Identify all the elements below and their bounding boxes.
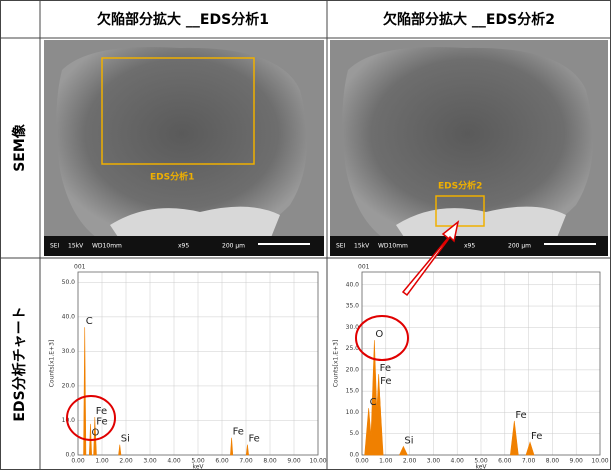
x-tick-label: 3.00: [143, 458, 157, 465]
y-axis-label: Counts[x1.E+3]: [49, 340, 56, 388]
peak: [119, 445, 121, 455]
x-tick-label: 9.00: [570, 458, 584, 465]
peak-label: Fe: [531, 431, 542, 442]
y-tick-label: 35.0: [346, 303, 360, 310]
sem-info: 200 μm: [222, 243, 245, 250]
peak-label: Fe: [380, 363, 391, 374]
peak-label: Fe: [515, 410, 526, 421]
x-tick-label: 7.00: [239, 458, 253, 465]
y-tick-label: 15.0: [346, 388, 360, 395]
y-tick-label: 10.0: [346, 409, 360, 416]
x-tick-label: 2.00: [119, 458, 133, 465]
sem-image: [44, 40, 324, 256]
peak: [84, 327, 86, 455]
row-header: SEM像: [11, 123, 28, 172]
column-header: 欠陥部分拡大 __EDS分析2: [383, 11, 555, 28]
x-tick-label: 4.00: [451, 458, 465, 465]
region-label: EDS分析1: [150, 171, 194, 183]
peak: [230, 438, 232, 455]
sem-info: WD10mm: [378, 243, 408, 250]
peak-label: O: [375, 329, 383, 340]
peak-label: Fe: [248, 434, 259, 445]
y-tick-label: 50.0: [62, 279, 76, 286]
y-tick-label: 40.0: [62, 313, 76, 320]
x-tick-label: 2.00: [403, 458, 417, 465]
row-header: EDS分析チャート: [11, 306, 28, 421]
x-tick-label: 6.00: [498, 458, 512, 465]
y-axis-label: Counts[x1.E+3]: [333, 340, 340, 388]
x-tick-label: 4.00: [167, 458, 181, 465]
x-tick-label: 7.00: [522, 458, 536, 465]
peak-label: Fe: [233, 427, 244, 438]
peak-label: Si: [404, 435, 413, 446]
sem-info: x95: [178, 243, 189, 250]
sem-image: [330, 40, 608, 256]
sem-info: 200 μm: [508, 243, 531, 250]
sem-info: SEI: [336, 243, 346, 250]
x-tick-label: 0.00: [355, 458, 369, 465]
peak: [526, 442, 534, 455]
peak: [510, 421, 518, 455]
sem-info: 15kV: [68, 243, 84, 250]
peak-label: O: [91, 427, 99, 438]
x-axis-label: keV: [192, 464, 204, 470]
peak: [246, 445, 248, 455]
x-tick-label: 0.00: [71, 458, 85, 465]
y-tick-label: 20.0: [62, 382, 76, 389]
x-tick-label: 9.00: [287, 458, 301, 465]
y-tick-label: 40.0: [346, 281, 360, 288]
page: {"header": {"col1": "欠陥部分拡大 __EDS分析1", "…: [0, 0, 611, 470]
x-tick-label: 6.00: [215, 458, 229, 465]
peak-label: Fe: [96, 416, 107, 427]
x-tick-label: 8.00: [263, 458, 277, 465]
x-tick-label: 8.00: [546, 458, 560, 465]
peak-label: C: [370, 397, 377, 408]
sem-info: x95: [464, 243, 475, 250]
chart-id: 001: [74, 264, 86, 271]
peak-label: Fe: [380, 376, 391, 387]
y-tick-label: 5.0: [349, 430, 359, 437]
x-axis-label: keV: [475, 464, 487, 470]
document: 欠陥部分拡大 __EDS分析1 欠陥部分拡大 __EDS分析2 SEM像 EDS…: [0, 0, 611, 470]
peak-label: C: [86, 316, 93, 327]
region-label: EDS分析2: [438, 180, 482, 192]
peak-label: Fe: [96, 406, 107, 417]
sem-info: SEI: [50, 243, 60, 250]
x-tick-label: 1.00: [95, 458, 109, 465]
x-tick-label: 10.00: [309, 458, 326, 465]
x-tick-label: 3.00: [427, 458, 441, 465]
chart-id: 001: [358, 264, 370, 271]
peak-label: Si: [121, 434, 130, 445]
x-tick-label: 10.00: [591, 458, 608, 465]
sem-info: 15kV: [354, 243, 370, 250]
column-header: 欠陥部分拡大 __EDS分析1: [97, 11, 269, 28]
y-tick-label: 30.0: [62, 348, 76, 355]
y-tick-label: 20.0: [346, 366, 360, 373]
peak: [399, 446, 407, 455]
sem-info: WD10mm: [92, 243, 122, 250]
x-tick-label: 1.00: [379, 458, 393, 465]
